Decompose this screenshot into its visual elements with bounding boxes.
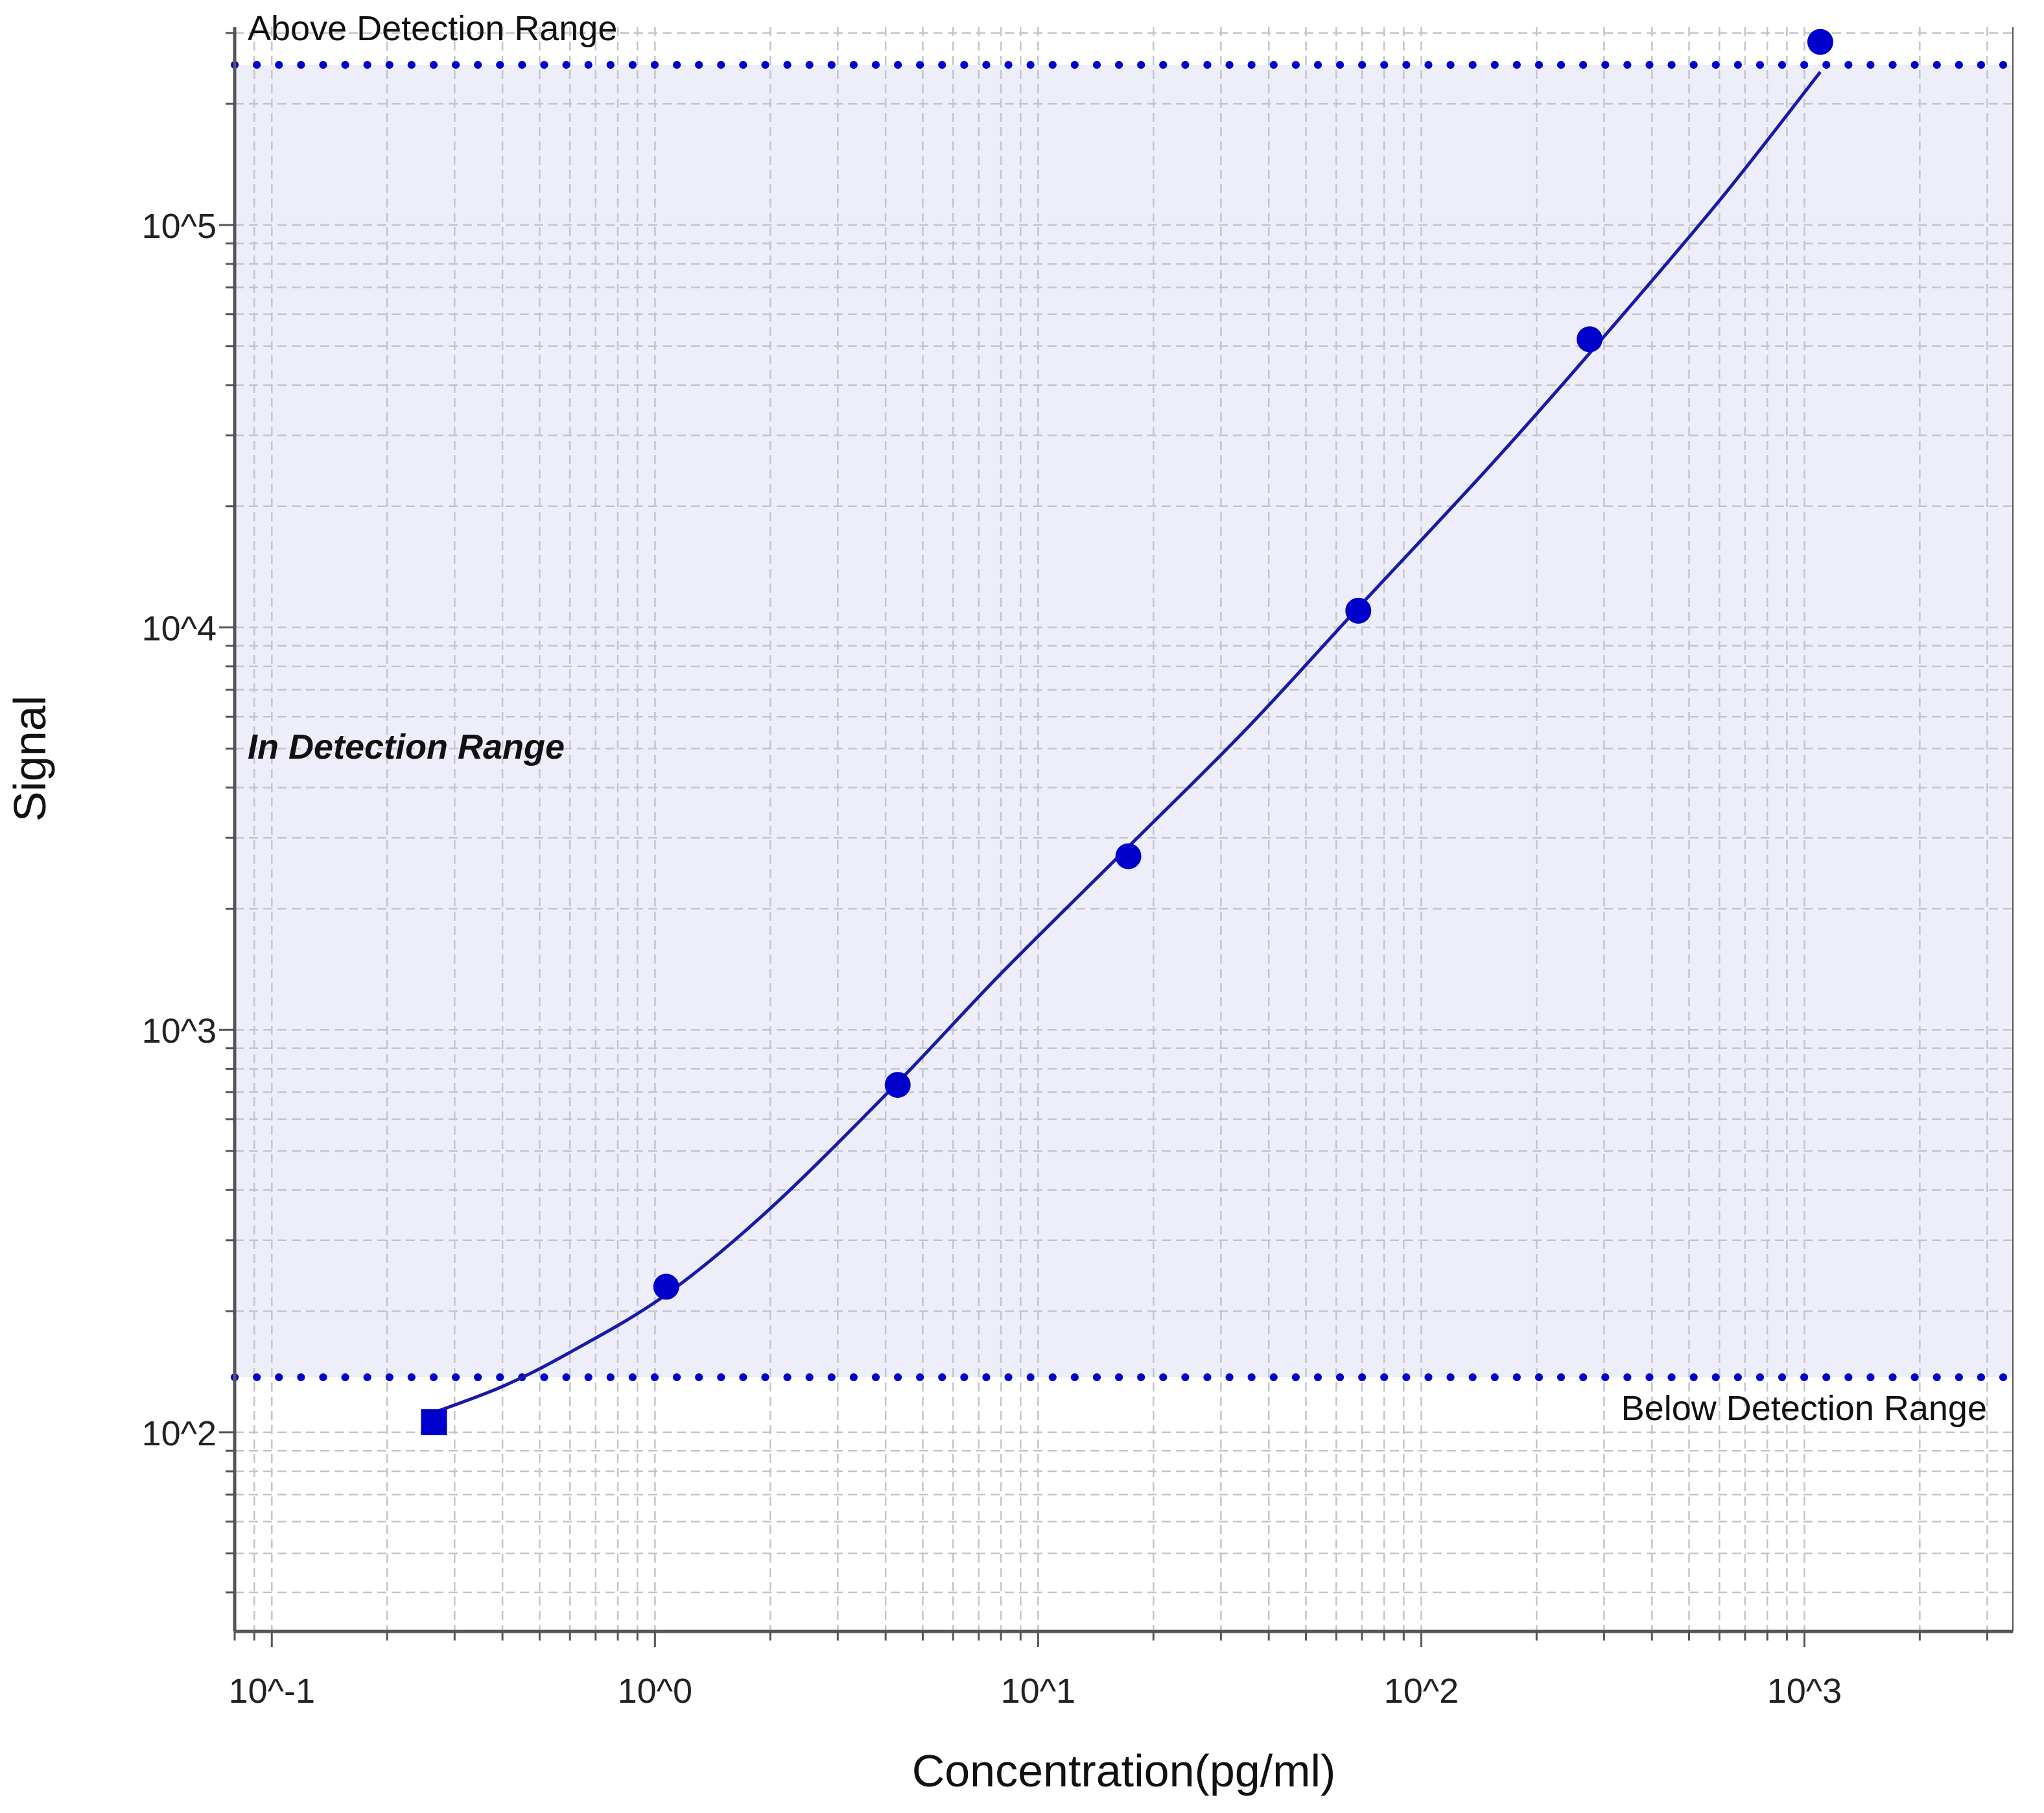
y-tick-label: 10^4	[142, 610, 217, 648]
detection-thresholds	[231, 60, 2017, 1382]
x-tick-label: 10^1	[1001, 1672, 1075, 1711]
y-tick-label: 10^3	[142, 1012, 217, 1050]
data-points	[421, 29, 1833, 1436]
y-axis-title: Signal	[5, 696, 55, 822]
data-point	[653, 1274, 679, 1300]
above-detection-range-label: Above Detection Range	[248, 9, 617, 48]
x-tick-label: 10^-1	[229, 1672, 315, 1711]
x-tick-label: 10^2	[1384, 1672, 1459, 1711]
below-detection-range-label: Below Detection Range	[1621, 1389, 1987, 1428]
plot-background	[235, 64, 2013, 1378]
data-point	[1115, 843, 1142, 870]
data-point	[1577, 326, 1603, 353]
data-point	[884, 1072, 911, 1098]
data-point	[1345, 597, 1372, 624]
data-point-square	[421, 1409, 447, 1436]
in-detection-range-label: In Detection Range	[248, 728, 565, 766]
y-tick-label: 10^2	[142, 1414, 217, 1453]
x-axis-title: Concentration(pg/ml)	[912, 1746, 1336, 1796]
labels: Above Detection Range In Detection Range…	[5, 9, 1987, 1796]
x-tick-label: 10^3	[1767, 1672, 1842, 1711]
in-detection-range-band	[235, 64, 2013, 1378]
axes: 10^-1 10^0 10^1 10^2 10^3 10^2 10^3 10^4 10^5	[142, 27, 2014, 1711]
x-tick-label: 10^0	[618, 1672, 692, 1711]
data-point	[1807, 29, 1833, 55]
grid-lines	[233, 27, 2013, 1631]
y-tick-label: 10^5	[142, 207, 217, 246]
